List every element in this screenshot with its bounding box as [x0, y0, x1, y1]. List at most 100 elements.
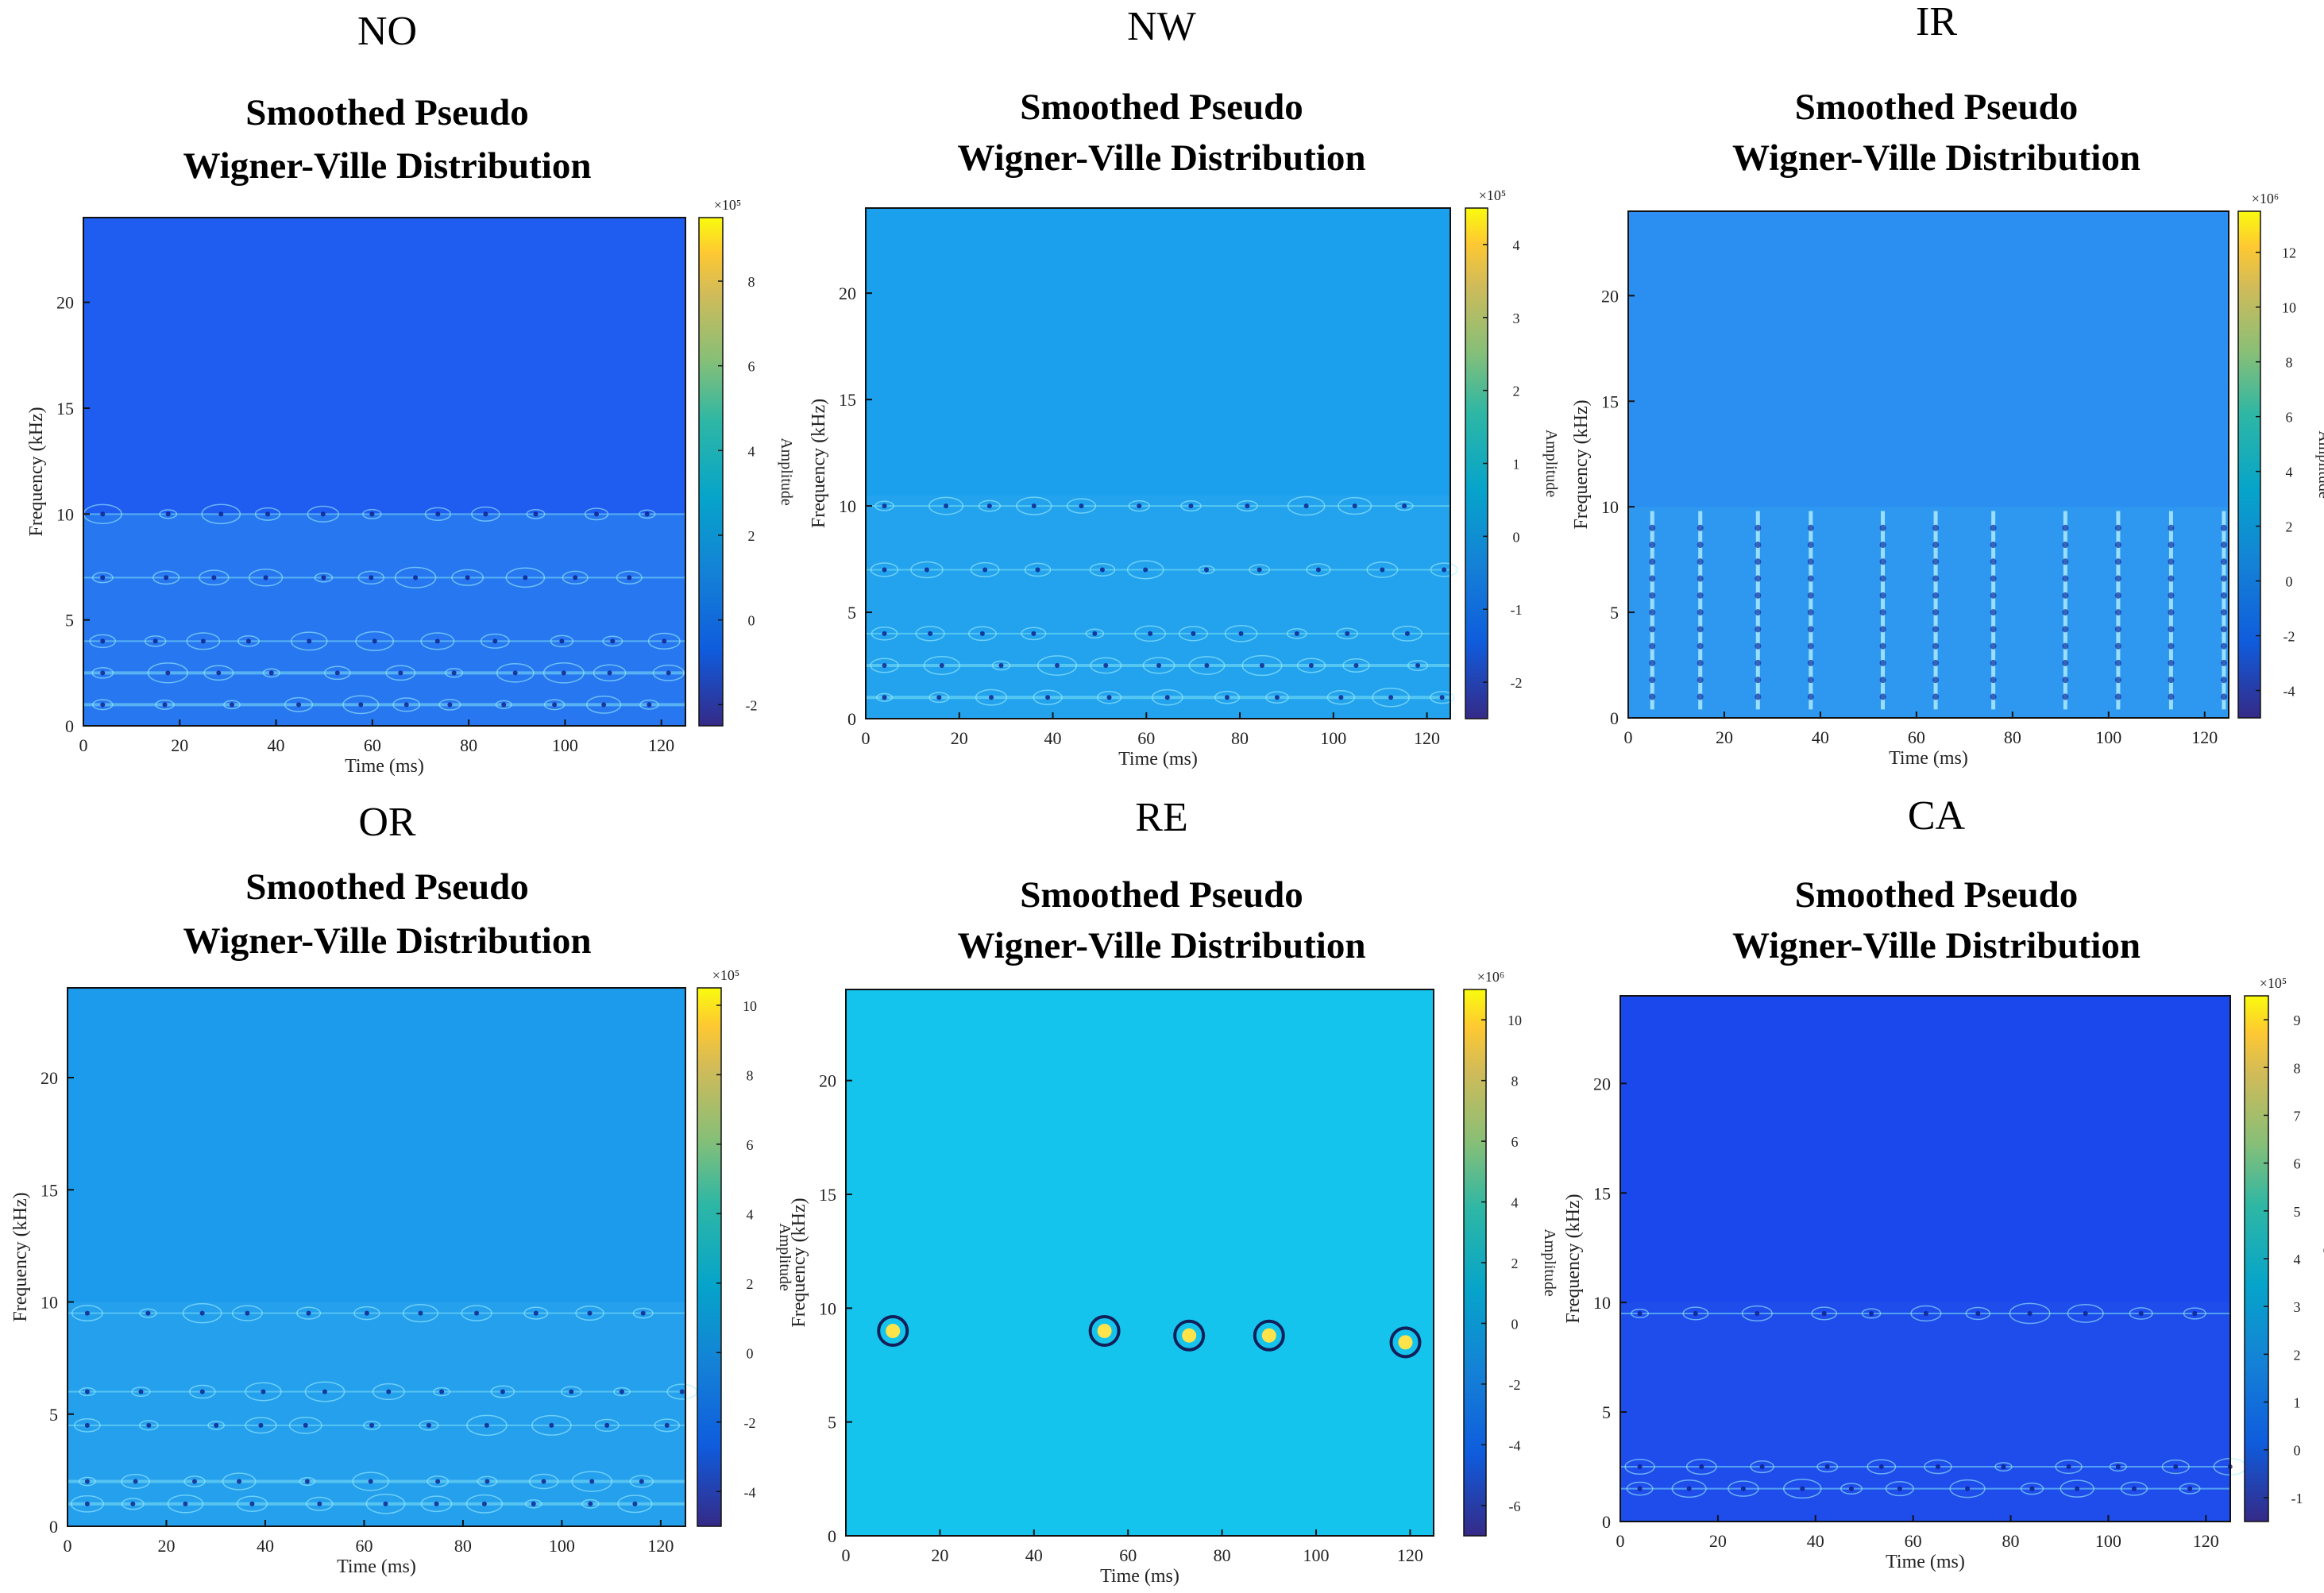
interference-node — [541, 1479, 546, 1484]
interference-cell — [550, 634, 574, 648]
interference-cell — [1198, 565, 1215, 575]
interference-node — [84, 1479, 90, 1484]
interference-node — [1164, 695, 1170, 700]
interference-node — [237, 1479, 242, 1484]
interference-node — [1238, 631, 1244, 636]
y-tick-label: 20 — [839, 284, 856, 303]
interference-cell — [1924, 1459, 1952, 1475]
y-tick-label: 10 — [1601, 497, 1619, 517]
interference-node — [1388, 695, 1394, 700]
energy-region — [866, 495, 1450, 719]
x-tick-label: 80 — [454, 1536, 472, 1556]
interference-node — [1143, 567, 1148, 573]
interference-node — [245, 1310, 250, 1316]
interference-cell — [323, 665, 351, 681]
interference-cell — [490, 1385, 515, 1398]
interference-node — [218, 511, 224, 517]
colorbar-tick-label: 4 — [1511, 1195, 1519, 1211]
interference-cell — [562, 570, 589, 584]
interference-cell — [991, 660, 1011, 671]
colorbar-tick-label: 0 — [748, 613, 755, 629]
interference-cell — [424, 507, 451, 522]
interference-node — [386, 1389, 392, 1394]
interference-cell — [245, 1417, 277, 1434]
x-tick-label: 40 — [1025, 1545, 1043, 1565]
interference-cell — [237, 635, 260, 647]
interference-cell — [70, 1495, 104, 1513]
interference-cell — [466, 1414, 508, 1437]
interference-node — [216, 670, 222, 676]
interference-cell — [1430, 691, 1455, 704]
impulse-node — [1990, 609, 1997, 616]
colorbar-tick-label: 8 — [747, 1067, 754, 1083]
impulse-node — [1807, 609, 1814, 616]
impulse-node — [2220, 592, 2227, 599]
impulse-node — [2114, 642, 2121, 650]
impulse-node — [2062, 542, 2069, 549]
impulse-node — [1807, 575, 1814, 582]
interference-cell — [1372, 687, 1410, 708]
x-tick-label: 60 — [1905, 1531, 1922, 1551]
interference-cell — [1134, 625, 1167, 642]
colorbar-tick-label: -6 — [1509, 1498, 1521, 1514]
interference-cell — [290, 631, 328, 651]
colorbar-tick-label: 4 — [748, 443, 755, 459]
impulse-node — [2062, 592, 2069, 599]
colorbar-tick-label: 6 — [748, 359, 755, 375]
interference-cell — [585, 695, 622, 714]
interference-node — [484, 1479, 490, 1484]
interference-cell — [480, 633, 510, 649]
interference-node — [199, 1310, 205, 1316]
interference-cell — [1021, 627, 1047, 641]
interference-node — [304, 1479, 310, 1484]
interference-node — [500, 1389, 505, 1394]
plot-background — [1628, 211, 2229, 718]
interference-cell — [420, 1495, 453, 1513]
impulse-node — [1649, 575, 1656, 582]
interference-node — [249, 1501, 255, 1506]
energy-region — [83, 514, 685, 726]
colorbar-exponent: ×10⁶ — [1477, 969, 1504, 985]
interference-node — [303, 1422, 308, 1428]
interference-cell — [1407, 660, 1429, 671]
interference-node — [369, 511, 375, 517]
interference-node — [1294, 631, 1299, 636]
impulse-node — [2114, 677, 2121, 684]
chart-title-line2: Wigner-Ville Distribution — [1732, 925, 2141, 966]
y-axis-label: Frequency (kHz) — [1571, 399, 1592, 529]
interference-node — [2083, 1310, 2088, 1316]
colorbar-tick-label: 0 — [1511, 1316, 1519, 1332]
impulse-node — [2220, 542, 2227, 549]
panel-nw: NW Smoothed Pseudo Wigner-Ville Distribu… — [774, 0, 1560, 794]
interference-cell — [91, 667, 114, 679]
interference-cell — [304, 1381, 346, 1402]
interference-cell — [471, 506, 500, 522]
impulse-node — [2168, 575, 2175, 582]
interference-cell — [1151, 688, 1183, 706]
fault-label: OR — [358, 800, 416, 845]
interference-node — [481, 1501, 487, 1506]
x-axis-label: Time (ms) — [1886, 1552, 1965, 1572]
energy-region — [1620, 1302, 2230, 1522]
interference-node — [183, 1501, 188, 1506]
interference-cell — [505, 567, 546, 588]
y-tick-label: 15 — [41, 1180, 58, 1200]
interference-node — [451, 670, 457, 676]
plot-frame — [83, 217, 686, 727]
interference-node — [435, 511, 441, 517]
interference-node — [2138, 1310, 2144, 1316]
impulse-node — [1932, 558, 1940, 565]
x-tick-label: 60 — [1137, 728, 1155, 748]
interference-cell — [1037, 655, 1078, 676]
interference-node — [403, 702, 409, 708]
y-axis-label: Frequency (kHz) — [26, 407, 47, 536]
interference-cell — [245, 1382, 282, 1402]
impulse-node — [1755, 642, 1762, 650]
impulse-node — [2114, 626, 2121, 633]
interference-cell — [121, 1473, 150, 1490]
colorbar-tick-label: 2 — [1513, 384, 1520, 399]
y-tick-label: 20 — [41, 1068, 58, 1088]
interference-node — [1923, 1310, 1928, 1316]
